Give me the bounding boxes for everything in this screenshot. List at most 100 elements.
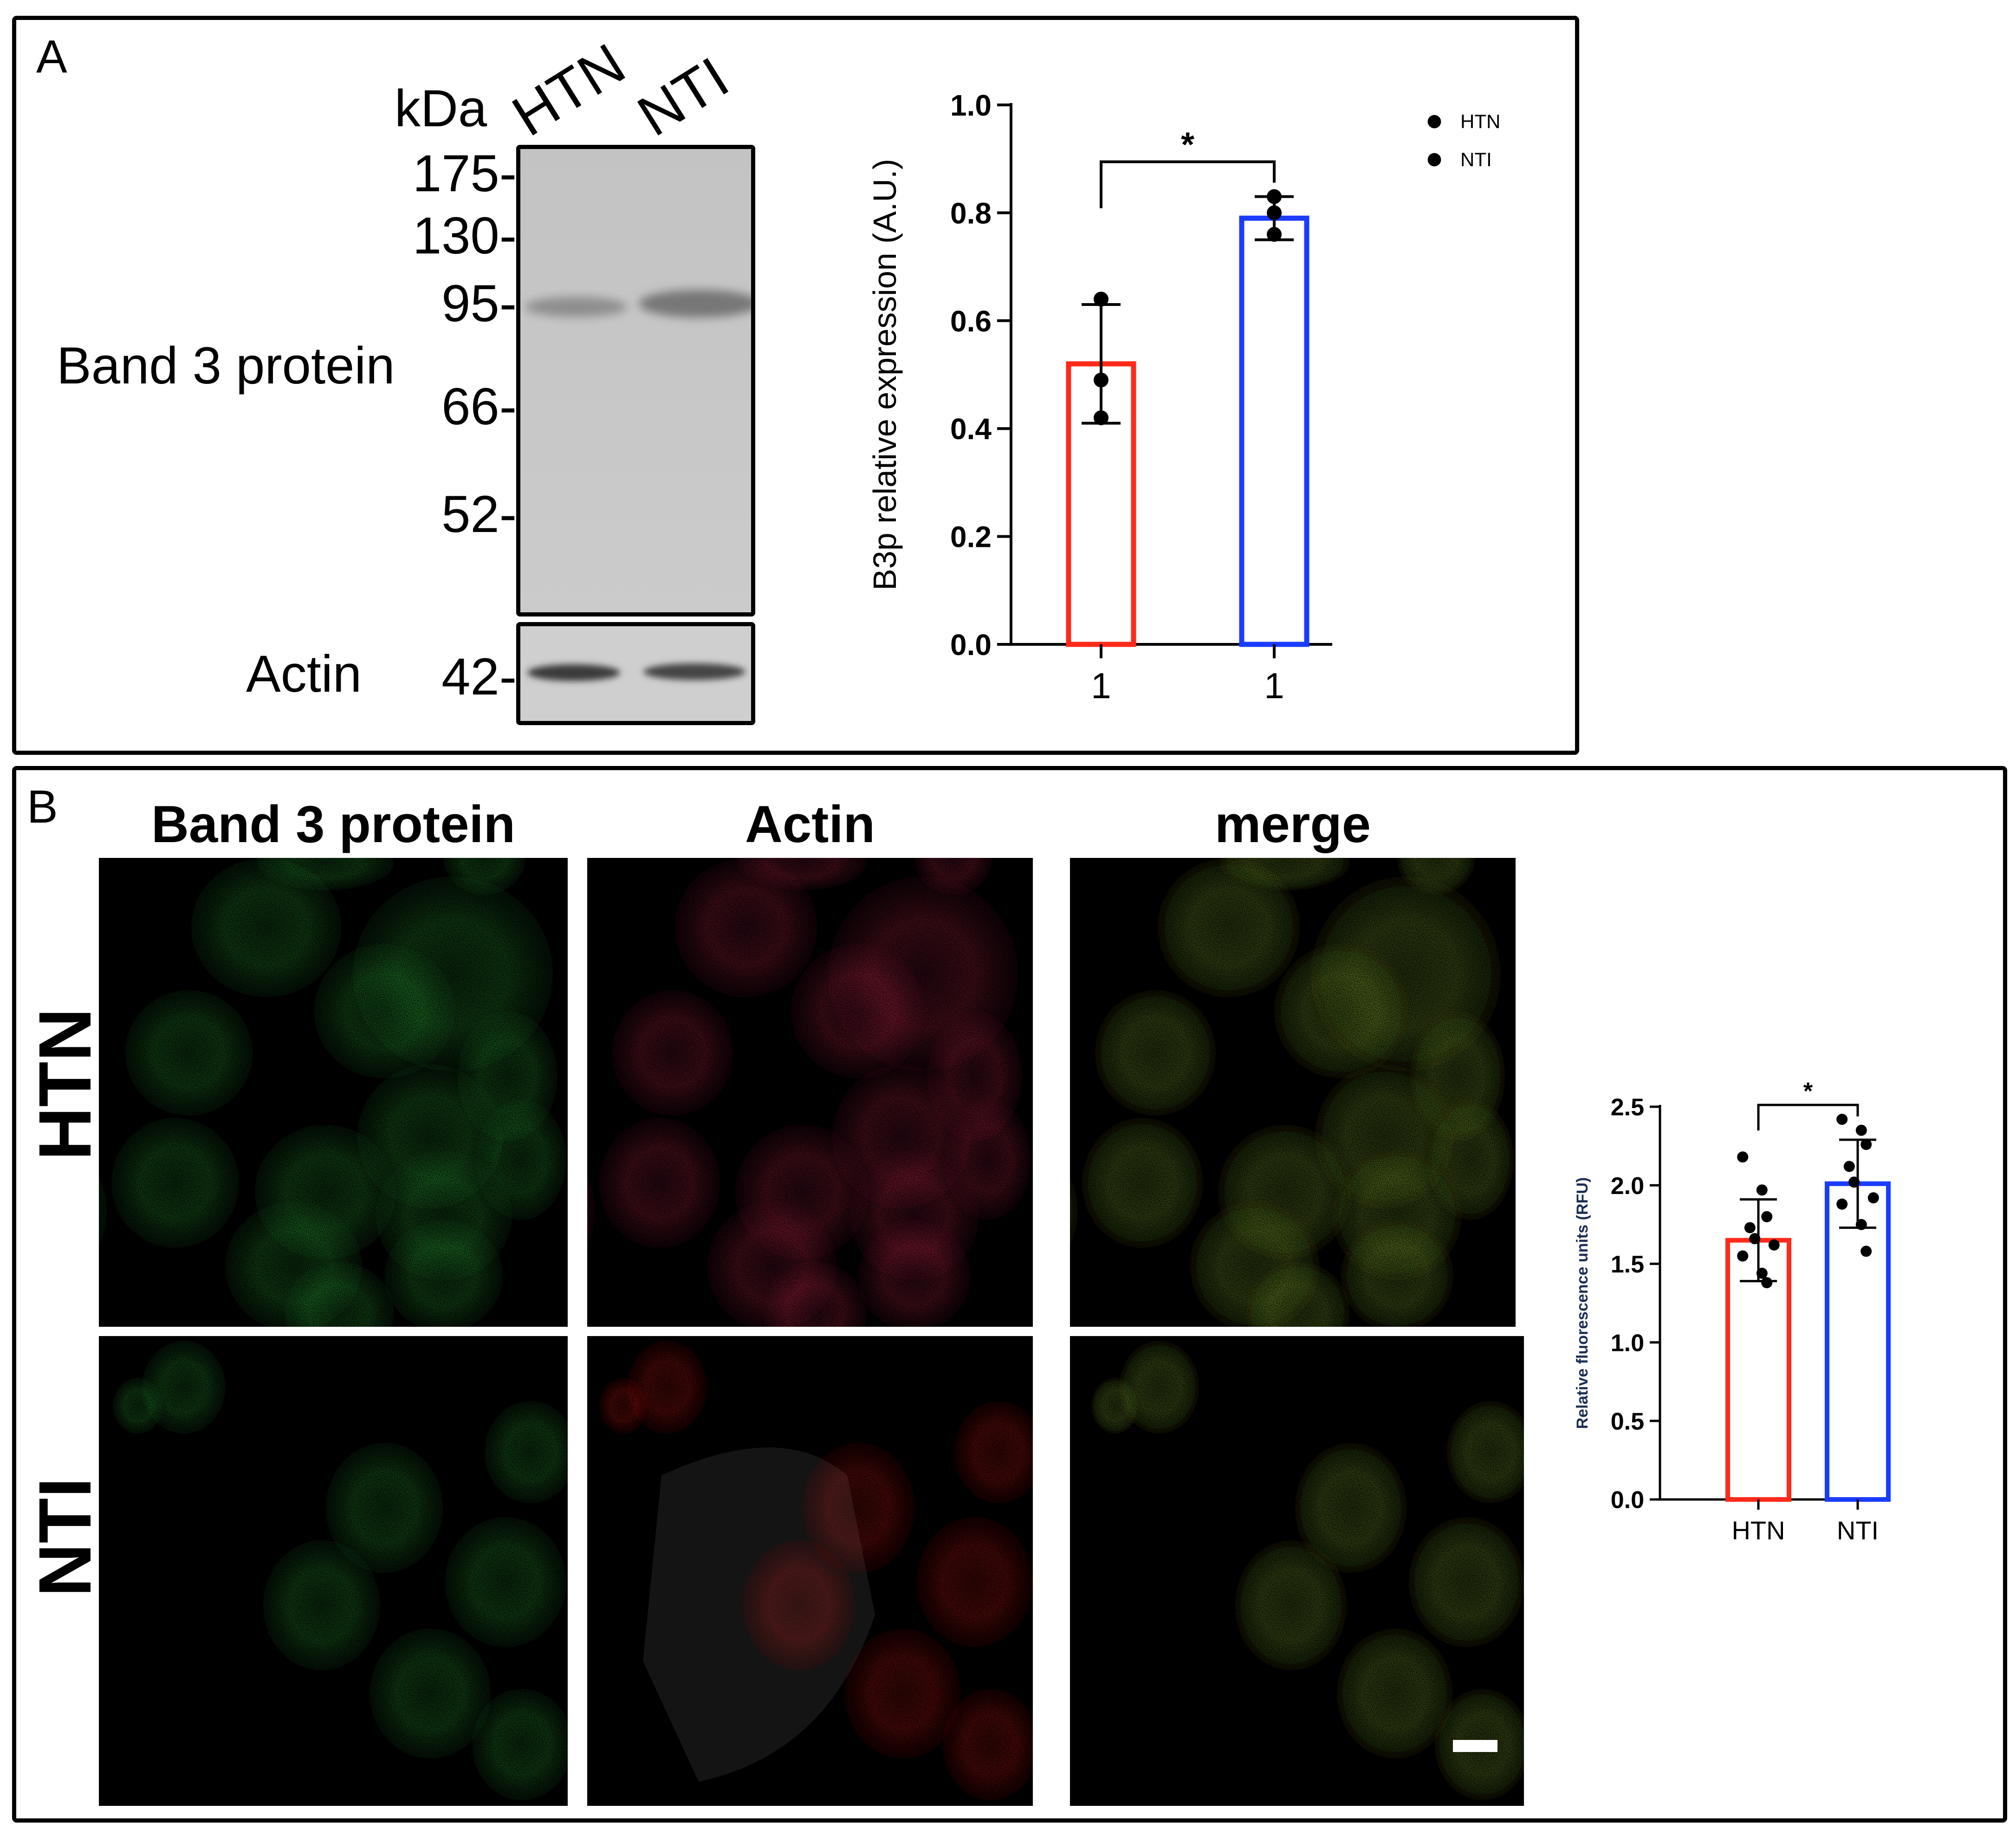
y-tick-label: 0.6 [950, 305, 992, 338]
cell [763, 1262, 867, 1327]
chart-b-rfu: 0.0 0.5 1.0 1.5 2.0 2.5 Relative fluorescence … [1574, 1078, 1891, 1545]
cell [737, 858, 867, 890]
significance-bracket [1757, 1103, 1859, 1131]
micrograph-htn-band3 [99, 858, 568, 1327]
mw-marker-95: 95- [441, 274, 517, 332]
y-tick-label: 1.0 [950, 89, 992, 122]
y-axis-label: B3p relative expression (A.U.) [867, 159, 903, 591]
cell-overlay [1070, 1192, 1073, 1230]
data-point [1094, 410, 1108, 425]
y-axis-label: Relative fluorescence units (RFU) [1574, 1177, 1591, 1429]
cell [916, 1517, 1033, 1647]
significance-star: * [1181, 125, 1194, 164]
data-point [1267, 227, 1282, 242]
data-point [1094, 372, 1108, 388]
data-point [1860, 1139, 1872, 1150]
cell-overlay [1281, 950, 1401, 1072]
x-tick-label: HTN [1731, 1516, 1785, 1545]
row-label-actin: Actin [246, 645, 362, 703]
data-point [1836, 1114, 1848, 1125]
data-point [1768, 1239, 1780, 1251]
cell [369, 1629, 491, 1759]
cell [111, 1118, 239, 1248]
cell-overlay [1123, 1345, 1195, 1429]
mw-marker-42: 42- [441, 648, 517, 706]
western-blot-actin [516, 622, 755, 725]
cell [743, 1540, 855, 1670]
y-tick-label: 0.5 [1611, 1408, 1644, 1435]
cell-overlay [1346, 1226, 1448, 1326]
cell [599, 1118, 720, 1248]
kda-label: kDa [395, 79, 487, 137]
x-tick-label: NTI [1837, 1516, 1879, 1545]
cell-overlay [1101, 996, 1210, 1110]
data-point [1848, 1176, 1860, 1188]
cell [445, 1517, 566, 1647]
cell [472, 1689, 568, 1800]
data-point [1855, 1124, 1867, 1136]
cell-overlay [1088, 1124, 1197, 1241]
cell [99, 1176, 107, 1245]
mw-marker-52: 52- [441, 485, 517, 543]
mw-marker-130: 130- [412, 207, 517, 265]
cell [384, 1220, 503, 1327]
cell [284, 1262, 394, 1327]
legend-marker [1427, 115, 1441, 129]
y-tick-label: 2.0 [1611, 1173, 1644, 1200]
cell-overlay [1342, 1635, 1447, 1752]
cell-overlay [1451, 1406, 1524, 1498]
panel-b-frame [12, 766, 2007, 1823]
panel-a-frame [12, 16, 1579, 755]
cell [803, 1443, 915, 1573]
data-point [1843, 1161, 1855, 1172]
y-tick-label: 0.4 [950, 412, 992, 446]
y-tick-label: 1.5 [1611, 1251, 1644, 1278]
band3-htn-band [525, 297, 627, 317]
cell [627, 1341, 707, 1434]
micrograph-htn-merge [1070, 858, 1516, 1327]
cell [587, 1176, 595, 1245]
cell [954, 1401, 1033, 1503]
data-point [1737, 1151, 1749, 1163]
cell [599, 1378, 648, 1434]
data-point [1744, 1222, 1756, 1233]
panel-b-letter: B [27, 781, 58, 833]
data-point [1761, 1211, 1773, 1222]
data-point [1761, 1277, 1773, 1289]
cell [326, 1443, 443, 1573]
legend-label: HTN [1460, 110, 1500, 132]
blot-actin-image [527, 663, 745, 681]
data-point [1860, 1246, 1872, 1257]
mw-marker-66: 66- [441, 377, 517, 435]
x-tick-label: 1 [1091, 665, 1111, 706]
y-tick-label: 2.5 [1611, 1094, 1644, 1121]
cell-overlay [1240, 1547, 1342, 1664]
cell [191, 858, 342, 997]
cell-overlay [1414, 1524, 1519, 1641]
cell [612, 990, 733, 1116]
data-point [1737, 1250, 1749, 1262]
cell [142, 1341, 226, 1434]
data-point [1267, 189, 1282, 204]
y-tick-label: 0.8 [950, 196, 992, 230]
y-tick-label: 1.0 [1611, 1330, 1644, 1356]
data-point [1855, 1219, 1867, 1230]
cell [858, 1220, 971, 1327]
data-point [1749, 1233, 1761, 1245]
band3-nti-band [639, 290, 751, 318]
y-tick-label: 0.0 [950, 628, 992, 662]
scale-bar [1453, 1740, 1497, 1752]
data-point [1836, 1198, 1848, 1210]
data-point [1867, 1192, 1879, 1204]
column-title-actin: Actin [745, 795, 875, 853]
cell-overlay [1094, 1381, 1137, 1431]
column-title-band3: Band 3 protein [151, 795, 516, 853]
panel-a-letter: A [36, 31, 67, 83]
cell [1070, 1176, 1078, 1245]
row-label-htn: HTN [23, 1008, 106, 1161]
row-label-nti: NTI [23, 1477, 106, 1597]
significance-star: * [1803, 1078, 1813, 1105]
data-point [1756, 1267, 1768, 1279]
western-blot-band3 [516, 145, 755, 616]
cell [942, 1689, 1033, 1800]
